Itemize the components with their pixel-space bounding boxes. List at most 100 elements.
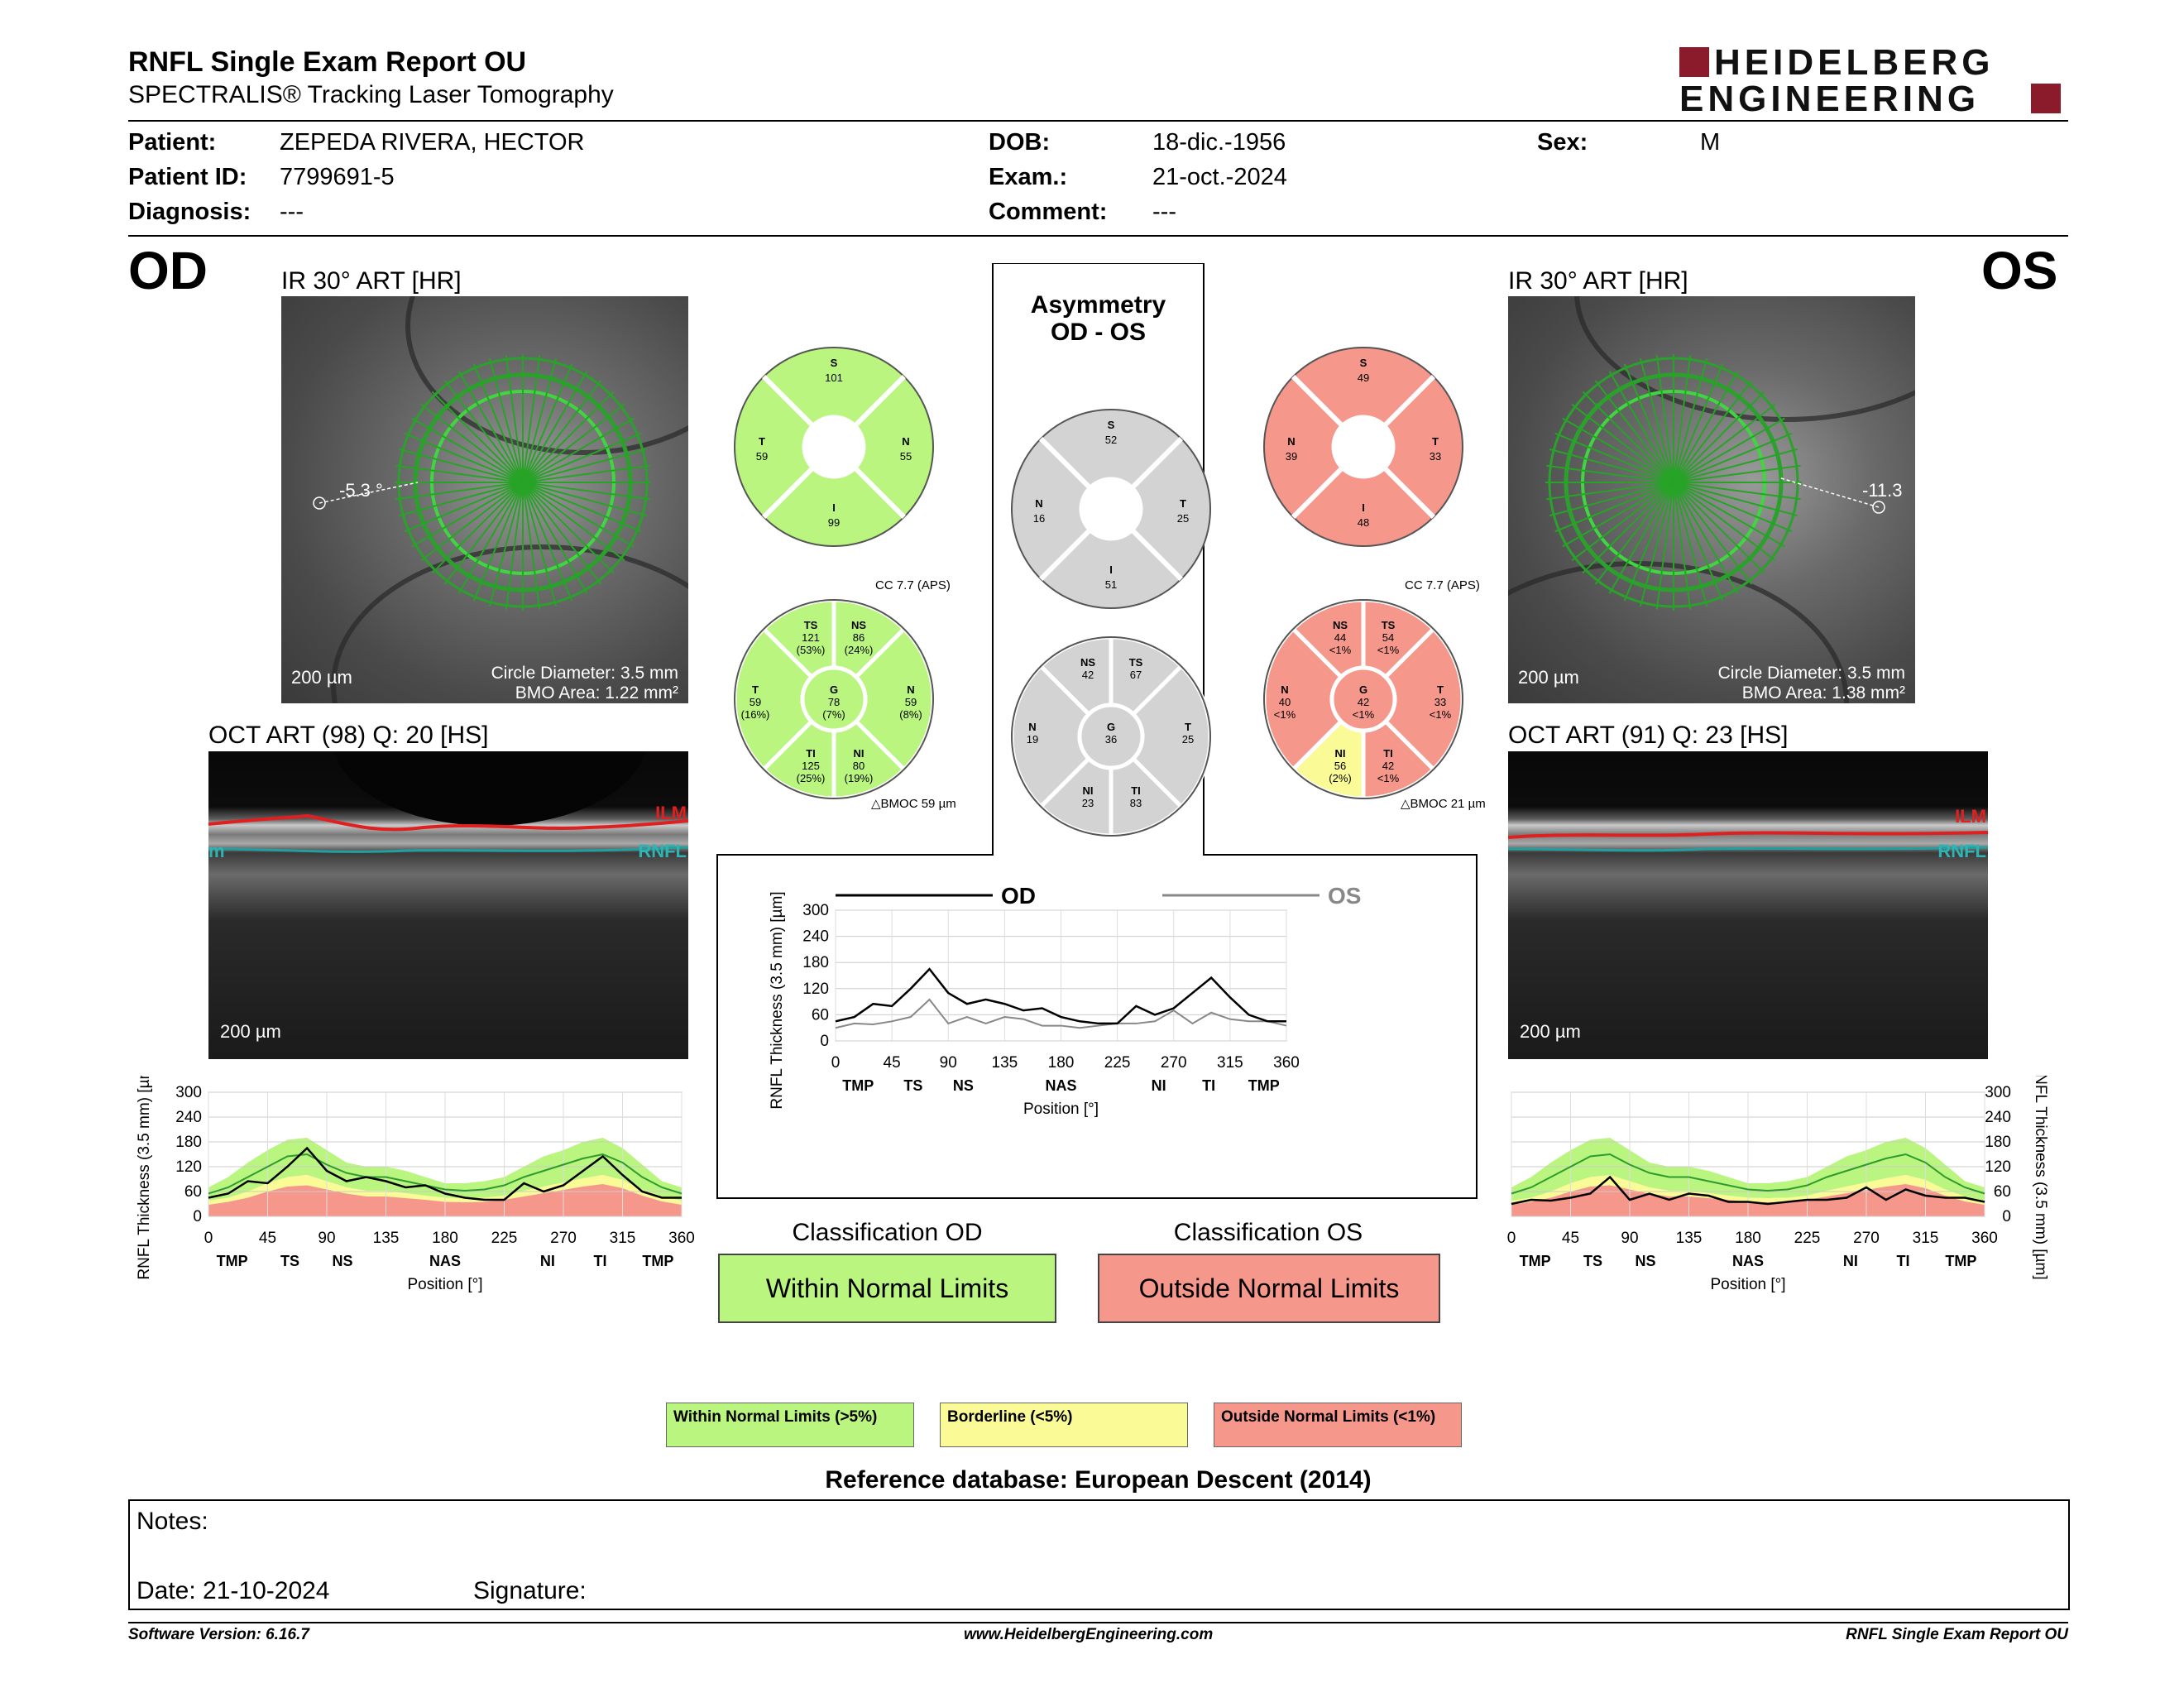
sector-divider (854, 467, 906, 519)
scan-line (1673, 417, 1785, 483)
website-link[interactable]: www.HeidelbergEngineering.com (964, 1626, 1214, 1643)
diagnosis-label: Diagnosis: (128, 199, 251, 225)
scan-line (505, 482, 524, 610)
x-tick-label: 225 (1794, 1230, 1821, 1247)
y-tick-label: 240 (175, 1109, 202, 1126)
sector-label: (24%) (845, 644, 874, 656)
comment: --- (1152, 199, 1176, 225)
y-tick-label: 120 (175, 1158, 202, 1176)
od-oct-bscan: ILM RNFL m 200 µm (208, 751, 688, 1059)
y-tick-label: 0 (2002, 1208, 2011, 1225)
logo-line2: ENGINEERING (1679, 79, 1980, 119)
scan-line (1655, 482, 1674, 610)
sector-outline (734, 599, 934, 799)
od-legend-label: OD (1001, 883, 1036, 909)
report-subtitle: SPECTRALIS® Tracking Laser Tomography (128, 81, 614, 108)
os-rnfl-profile-chart: 0 60 120 180 240 300 0 45 90 135 180 225 270 315 360 TM… (1507, 1076, 2049, 1293)
sector-label: TS (804, 619, 818, 631)
scan-line (472, 482, 524, 602)
scan-line (522, 403, 625, 483)
od-cc-label: CC 7.7 (APS) (875, 578, 951, 592)
sector-divider (1039, 529, 1091, 581)
sector-label: NI (1083, 784, 1094, 797)
scan-line (1549, 482, 1674, 517)
scan-line (1673, 482, 1785, 548)
scan-line (1673, 464, 1801, 483)
scan-line (1673, 482, 1776, 562)
sector-label: NI (1335, 747, 1346, 760)
sector-label: G (1107, 721, 1115, 733)
od-ir-caption: IR 30° ART [HR] (281, 267, 462, 295)
notes-label: Notes: (136, 1508, 208, 1535)
os-oct-bscan: ILM RNFL 200 µm (1508, 751, 1988, 1059)
sector-label: 59 (905, 696, 917, 708)
sector-divider (1383, 375, 1435, 427)
sector-axis-label: TS (1583, 1253, 1602, 1269)
scan-line (522, 482, 588, 594)
scan-line (505, 355, 524, 483)
sex: M (1700, 129, 1721, 156)
legend-outside: Outside Normal Limits (<1%) (1214, 1403, 1462, 1447)
reference-database: Reference database: European Descent (20… (825, 1466, 1372, 1494)
classification-od-title: Classification OD (792, 1219, 983, 1246)
sector-label: 54 (1382, 631, 1394, 644)
scan-line (1673, 432, 1793, 483)
sector-name: N (1035, 497, 1042, 510)
sector-axis-label: NAS (1732, 1253, 1764, 1269)
sector-label: NS (1080, 656, 1095, 669)
os-legend-label: OS (1328, 883, 1361, 909)
scan-line (420, 482, 524, 562)
scan-line (399, 482, 524, 517)
sector-label: NS (851, 619, 866, 631)
sector-label: TS (1129, 656, 1143, 669)
scan-line (404, 432, 524, 483)
x-axis-label: Position [°] (1710, 1276, 1785, 1293)
scan-line (1673, 482, 1798, 517)
scan-line (1673, 403, 1776, 483)
sector-label: <1% (1377, 772, 1400, 784)
scan-line (1655, 355, 1674, 483)
scan-line (522, 482, 650, 501)
sector-name: I (1362, 501, 1365, 514)
normal-mean-line (208, 1153, 682, 1195)
scan-line (1562, 417, 1674, 483)
sector-axis-label: NI (1152, 1077, 1166, 1094)
legend-borderline: Borderline (<5%) (940, 1403, 1188, 1447)
global-sector (800, 665, 868, 733)
x-tick-label: 135 (992, 1054, 1018, 1072)
x-tick-label: 270 (550, 1230, 577, 1247)
dob-label: DOB: (989, 129, 1051, 156)
os-fundus-image: -11.3 200 µm Circle Diameter: 3.5 mm BMO… (1508, 296, 1915, 703)
scan-line (488, 482, 524, 607)
scan-line (411, 417, 524, 483)
sector-label: T (752, 683, 759, 696)
scan-line (1582, 391, 1674, 483)
classification-od-badge: Within Normal Limits (718, 1254, 1056, 1323)
scan-line (1608, 482, 1674, 594)
scan-line (522, 482, 602, 585)
sector-label: 125 (802, 760, 820, 772)
sector-divider (762, 375, 814, 427)
sector-value: 101 (825, 372, 843, 384)
sector-name: T (759, 435, 765, 448)
scan-line (472, 363, 524, 483)
sector-value: 55 (900, 450, 912, 463)
sector-value: 59 (756, 450, 768, 463)
notes-box: Notes: Date: 21-10-2024 Signature: (128, 1499, 2070, 1610)
sector-name: S (831, 357, 838, 369)
sector-label: N (1281, 683, 1288, 696)
od-os-comparison-chart: OD OS 0 60 120 180 240 300 0 45 90 135 180 225 270 315 3… (769, 883, 1361, 1118)
sector-label: (7%) (822, 708, 845, 721)
sector-label: T (1437, 683, 1444, 696)
sector-divider (854, 375, 906, 427)
legend-within: Within Normal Limits (>5%) (666, 1403, 914, 1447)
sector-label: 42 (1382, 760, 1394, 772)
sex-label: Sex: (1537, 129, 1588, 156)
od-oct-caption: OCT ART (98) Q: 20 [HS] (208, 722, 489, 749)
scan-line (522, 482, 642, 533)
x-tick-label: 270 (1853, 1230, 1880, 1247)
x-tick-label: 90 (1621, 1230, 1638, 1247)
scan-line (522, 482, 558, 607)
scan-line (1673, 448, 1798, 483)
os-angle: -11.3 (1862, 480, 1903, 501)
